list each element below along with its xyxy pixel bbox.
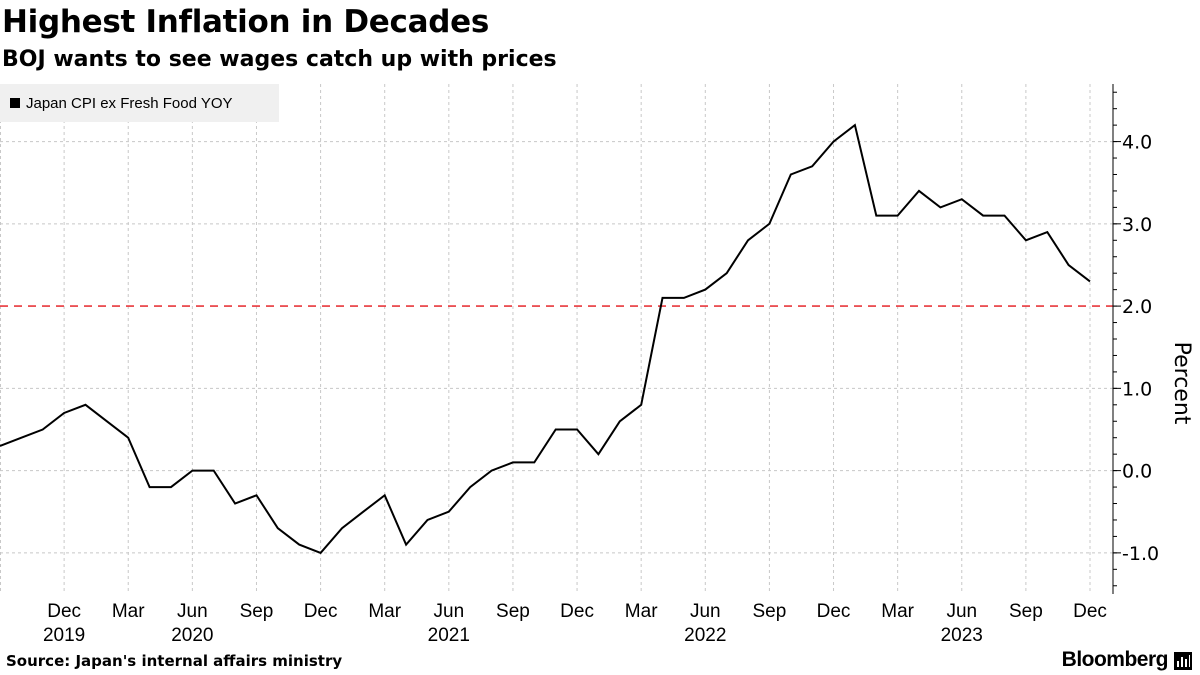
x-year-label: 2022 (684, 625, 726, 646)
y-tick-label: 0.0 (1122, 461, 1152, 483)
x-tick-label: Sep (240, 601, 274, 622)
x-year-label: 2019 (43, 625, 85, 646)
x-tick-label: Jun (690, 601, 721, 622)
y-tick-label: -1.0 (1122, 543, 1159, 565)
chart-legend: Japan CPI ex Fresh Food YOY (0, 84, 279, 122)
chart-subtitle: BOJ wants to see wages catch up with pri… (2, 47, 557, 72)
y-axis-label: Percent (1169, 342, 1194, 425)
chart-title: Highest Inflation in Decades (2, 4, 489, 40)
y-tick-label: 4.0 (1122, 132, 1152, 154)
x-tick-label: Sep (753, 601, 787, 622)
x-tick-label: Sep (496, 601, 530, 622)
x-tick-label: Mar (112, 601, 145, 622)
x-tick-label: Jun (946, 601, 977, 622)
x-tick-label: Jun (434, 601, 465, 622)
legend-label: Japan CPI ex Fresh Food YOY (26, 94, 233, 112)
x-tick-label: Mar (625, 601, 658, 622)
x-tick-label: Mar (368, 601, 401, 622)
x-year-label: 2023 (941, 625, 983, 646)
x-year-label: 2020 (171, 625, 213, 646)
legend-swatch-icon (10, 98, 20, 108)
series-line-0 (0, 123, 1091, 555)
x-tick-label: Dec (817, 601, 851, 622)
x-tick-label: Dec (560, 601, 594, 622)
x-tick-label: Sep (1009, 601, 1043, 622)
bloomberg-bars-icon (1174, 652, 1192, 670)
x-tick-label: Dec (47, 601, 81, 622)
y-tick-label: 1.0 (1122, 378, 1152, 400)
brand-wordmark: Bloomberg (1061, 648, 1169, 671)
x-tick-label: Dec (1073, 601, 1107, 622)
x-tick-label: Jun (177, 601, 208, 622)
source-note: Source: Japan's internal affairs ministr… (6, 652, 343, 670)
x-tick-label: Mar (881, 601, 914, 622)
y-tick-label: 3.0 (1122, 214, 1152, 236)
x-tick-label: Dec (304, 601, 338, 622)
y-tick-label: 2.0 (1122, 296, 1152, 318)
x-year-label: 2021 (428, 625, 470, 646)
